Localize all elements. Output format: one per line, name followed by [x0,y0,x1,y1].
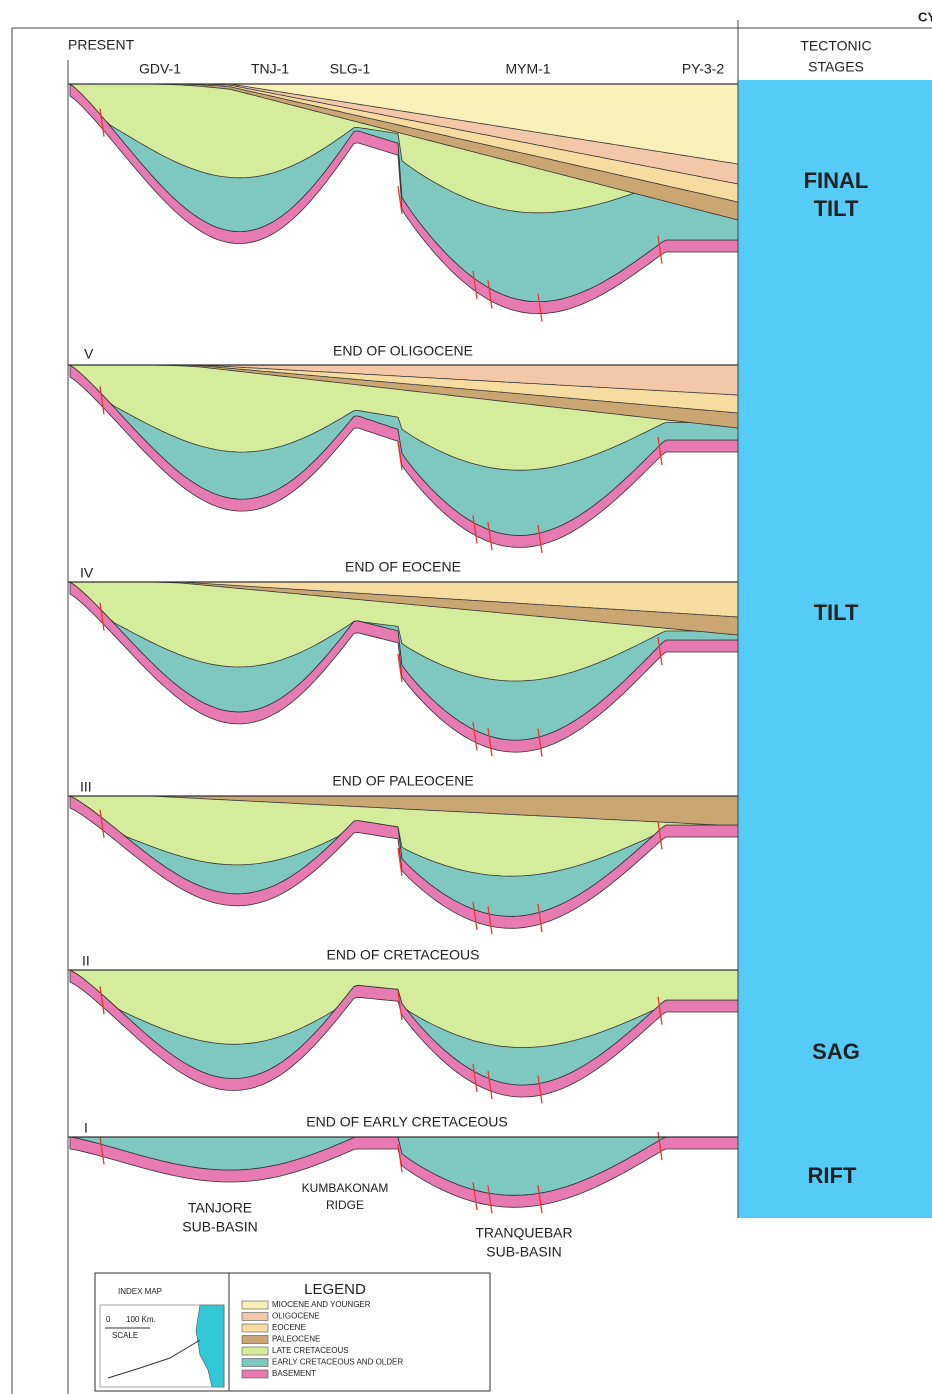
well-name: TNJ-1 [251,61,289,77]
section [68,84,738,322]
scale-label: SCALE [112,1331,138,1340]
section [68,796,738,934]
section [68,582,738,757]
scale-start: 0 [106,1315,111,1324]
scale-end: 100 Km. [126,1315,156,1324]
section-title: END OF PALEOCENE [332,773,473,789]
legend-swatch [242,1324,268,1332]
section-title: END OF OLIGOCENE [333,343,473,359]
section [68,1132,738,1213]
legend-label: OLIGOCENE [272,1312,320,1321]
basin-label: SUB-BASIN [182,1219,257,1235]
legend-swatch [242,1313,268,1321]
stages-header: TECTONIC [800,38,871,54]
section-numeral: II [82,953,90,969]
legend-swatch [242,1301,268,1309]
legend-swatch [242,1370,268,1378]
section-numeral: V [84,346,94,362]
section-numeral: III [80,779,92,795]
stage-label: RIFT [808,1163,857,1188]
legend-label: EARLY CRETACEOUS AND OLDER [272,1358,403,1367]
legend-label: PALEOCENE [272,1335,320,1344]
section [68,365,738,553]
corner-label: CY [918,9,932,24]
stage-label: SAG [812,1039,860,1064]
legend-label: MIOCENE AND YOUNGER [272,1300,371,1309]
section [68,970,738,1103]
stages-header: STAGES [808,59,864,75]
basin-label: KUMBAKONAM [302,1181,389,1195]
basin-label: TANJORE [188,1200,252,1216]
section-title: END OF CRETACEOUS [327,947,480,963]
section-numeral: IV [80,565,94,581]
stage-label: FINAL [804,168,869,193]
index-map-title: INDEX MAP [118,1287,162,1296]
well-name: SLG-1 [330,61,371,77]
section-title: END OF EOCENE [345,559,461,575]
legend-title: LEGEND [304,1281,366,1298]
legend-swatch [242,1336,268,1344]
basin-label: RIDGE [326,1198,364,1212]
legend-swatch [242,1347,268,1355]
basin-label: SUB-BASIN [486,1244,561,1260]
legend-label: EOCENE [272,1323,306,1332]
stage-label: TILT [814,600,859,625]
stage-label: TILT [814,196,859,221]
section-title: END OF EARLY CRETACEOUS [306,1114,507,1130]
cross-section-figure: CY TECTONIC STAGES FINAL TILT TILT SAG R… [0,0,932,1394]
sections [68,60,738,1394]
legend-swatch [242,1359,268,1367]
section-numeral: I [84,1120,88,1136]
well-name: PY-3-2 [682,61,725,77]
well-name: MYM-1 [505,61,550,77]
legend-label: LATE CRETACEOUS [272,1346,349,1355]
legend-label: BASEMENT [272,1369,316,1378]
section-label: PRESENT [68,37,135,53]
well-name: GDV-1 [139,61,181,77]
basin-label: TRANQUEBAR [475,1225,572,1241]
